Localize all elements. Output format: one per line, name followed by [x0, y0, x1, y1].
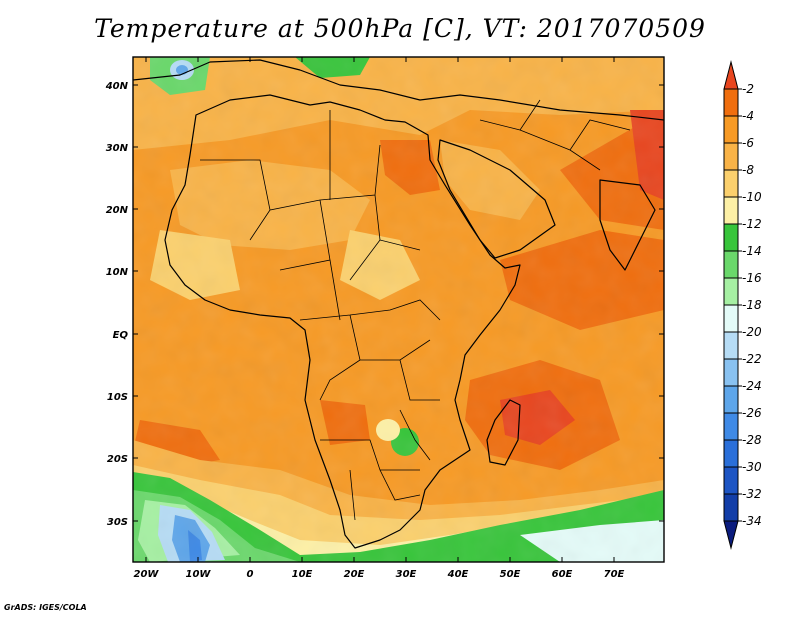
lat-label-10s: 10S — [107, 392, 128, 403]
colorbar-label: -18 — [742, 298, 762, 312]
colorbar-cell — [723, 466, 739, 495]
colorbar-cell — [723, 115, 739, 144]
colorbar-cell — [723, 223, 739, 252]
lat-label-20s: 20S — [107, 454, 128, 465]
lon-label-0: 0 — [247, 569, 254, 580]
colorbar-labels: -2 -4 -6 -8 -10 -12 -14 -16 -18 -20 -22 … — [742, 82, 762, 528]
map-frame — [132, 56, 665, 563]
colorbar-label: -22 — [742, 352, 762, 366]
border-lines-south — [320, 409, 431, 521]
lat-labels: 40N 30N 20N 10N EQ 10S 20S 30S — [105, 81, 129, 528]
colorbar-arrow-top — [723, 60, 739, 90]
lon-label-60e: 60E — [552, 569, 573, 580]
lon-axis — [145, 57, 615, 562]
madagascar-coastline — [486, 399, 521, 466]
colorbar-label: -28 — [742, 433, 762, 447]
colorbar-cells — [723, 60, 742, 550]
colorbar-label: -12 — [742, 217, 762, 231]
border-lines-central — [299, 259, 441, 401]
colorbar-cell — [723, 385, 739, 414]
colorbar-cell — [723, 250, 739, 279]
lon-label-20e: 20E — [344, 569, 365, 580]
colorbar-cell — [723, 88, 739, 117]
lon-label-30e: 30E — [396, 569, 417, 580]
lat-label-30n: 30N — [106, 143, 129, 154]
colorbar-cell — [723, 169, 739, 198]
colorbar-cell — [723, 196, 739, 225]
colorbar-cell — [723, 331, 739, 360]
temperature-field — [133, 57, 664, 562]
lon-label-70e: 70E — [604, 569, 625, 580]
country-borders — [200, 99, 631, 521]
lat-label-30s: 30S — [107, 517, 128, 528]
coastlines — [133, 59, 664, 549]
lat-label-10n: 10N — [106, 267, 129, 278]
colorbar-label: -20 — [742, 325, 762, 339]
border-lines-asia — [479, 99, 631, 171]
colorbar-cell — [723, 412, 739, 441]
colorbar-label: -2 — [742, 82, 754, 96]
colorbar-label: -26 — [742, 406, 762, 420]
lat-label-eq: EQ — [113, 330, 129, 341]
africa-coastline — [164, 94, 521, 549]
colorbar-label: -14 — [742, 244, 762, 258]
grads-credit: GrADS: IGES/COLA — [4, 603, 87, 612]
colorbar-cell — [723, 358, 739, 387]
colorbar-label: -34 — [742, 514, 762, 528]
colorbar-label: -10 — [742, 190, 762, 204]
colorbar-label: -16 — [742, 271, 762, 285]
colorbar-label: -8 — [742, 163, 754, 177]
colorbar-cell — [723, 493, 739, 522]
colorbar-label: -4 — [742, 109, 754, 123]
lon-label-40e: 40E — [447, 569, 469, 580]
colorbar-cell — [723, 142, 739, 171]
colorbar-label: -24 — [742, 379, 762, 393]
lon-labels: 20W 10W 0 10E 20E 30E 40E 50E 60E 70E — [134, 569, 625, 580]
colorbar-cell — [723, 277, 739, 306]
lon-label-10e: 10E — [292, 569, 313, 580]
lat-axis — [133, 84, 664, 522]
colorbar-cell — [723, 439, 739, 468]
colorbar: -2 -4 -6 -8 -10 -12 -14 -16 -18 -20 -22 … — [723, 60, 762, 550]
colorbar-cell — [723, 304, 739, 333]
colorbar-arrow-bottom — [723, 520, 739, 550]
colorbar-label: -30 — [742, 460, 762, 474]
lat-label-20n: 20N — [106, 205, 129, 216]
colorbar-label: -6 — [742, 136, 754, 150]
lat-label-40n: 40N — [105, 81, 129, 92]
europe-coastline — [133, 59, 664, 121]
arabia-coastline — [437, 139, 556, 259]
india-coastline — [599, 179, 656, 271]
lon-label-20w: 20W — [134, 569, 160, 580]
lon-label-50e: 50E — [500, 569, 521, 580]
map-title: Temperature at 500hPa [C], VT: 201707050… — [94, 14, 706, 43]
colorbar-label: -32 — [742, 487, 762, 501]
lon-label-10w: 10W — [186, 569, 212, 580]
